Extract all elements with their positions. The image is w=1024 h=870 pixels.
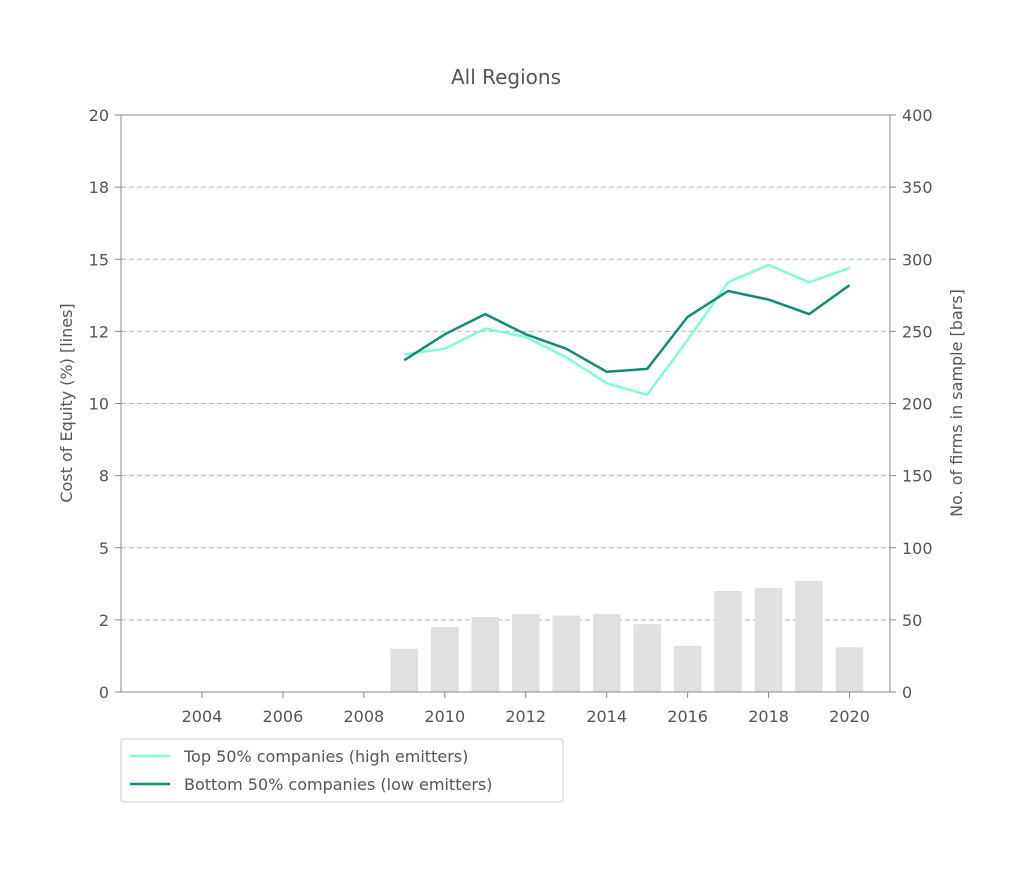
legend-box — [120, 738, 564, 803]
x-tick-label-2010: 2010 — [424, 707, 465, 726]
grid — [121, 186, 890, 621]
series-lines — [403, 263, 851, 397]
y-tick-label-4: 10 — [89, 395, 109, 414]
y2-tick-label-0: 0 — [902, 683, 912, 702]
y2-tick-label-100: 100 — [902, 539, 933, 558]
bar-2009 — [390, 648, 419, 692]
bar-2011 — [471, 616, 500, 692]
y-tick-label-7: 18 — [89, 178, 109, 197]
x-tick-label-2018: 2018 — [748, 707, 789, 726]
series-line-0 — [404, 263, 850, 397]
y-tick-label-8: 20 — [89, 106, 109, 125]
y2-tick-label-150: 150 — [902, 467, 933, 486]
y-axis-label: Cost of Equity (%) [lines] — [57, 303, 76, 502]
bar-2019 — [795, 580, 823, 692]
bar-2014 — [592, 614, 621, 692]
y-axis-right: 0 50 100 150 200 250 300 350 400 — [890, 106, 933, 702]
x-tick-label-2006: 2006 — [263, 707, 304, 726]
bar-2013 — [552, 615, 580, 692]
y-tick-label-0: 0 — [99, 683, 109, 702]
y2-tick-label-50: 50 — [902, 611, 922, 630]
y-tick-label-2: 5 — [99, 539, 109, 558]
bar-2010 — [431, 627, 459, 692]
chart-title: All Regions — [451, 65, 561, 89]
y-axis-left: 0 2 5 8 10 12 15 18 20 — [89, 106, 121, 702]
y2-axis-label: No. of firms in sample [bars] — [947, 289, 966, 517]
x-tick-label-2020: 2020 — [829, 707, 870, 726]
y2-tick-label-200: 200 — [902, 395, 933, 414]
y2-tick-label-250: 250 — [902, 322, 933, 341]
y-tick-label-5: 12 — [89, 322, 109, 341]
bar-2017 — [714, 591, 742, 692]
y-tick-label-1: 2 — [99, 611, 109, 630]
x-tick-label-2012: 2012 — [505, 707, 546, 726]
bar-2020 — [835, 647, 864, 692]
bar-2018 — [754, 588, 783, 692]
series-line-1 — [403, 284, 851, 374]
legend-label-bottom-50: Bottom 50% companies (low emitters) — [184, 775, 492, 794]
bar-2012 — [511, 614, 540, 692]
x-tick-label-2004: 2004 — [182, 707, 223, 726]
y-tick-label-3: 8 — [99, 467, 109, 486]
bar-2015 — [633, 624, 661, 692]
y-tick-label-6: 15 — [89, 250, 109, 269]
x-axis: 2004 2006 2008 2010 2012 2014 2016 2018 2020 — [182, 692, 870, 726]
legend: Top 50% companies (high emitters) Bottom… — [120, 738, 564, 803]
bars — [390, 580, 864, 692]
bar-2016 — [673, 645, 702, 692]
legend-label-top-50: Top 50% companies (high emitters) — [183, 747, 468, 766]
y2-tick-label-400: 400 — [902, 106, 933, 125]
y2-tick-label-350: 350 — [902, 178, 933, 197]
x-tick-label-2016: 2016 — [667, 707, 708, 726]
y2-tick-label-300: 300 — [902, 250, 933, 269]
x-tick-label-2008: 2008 — [343, 707, 384, 726]
x-tick-label-2014: 2014 — [586, 707, 627, 726]
